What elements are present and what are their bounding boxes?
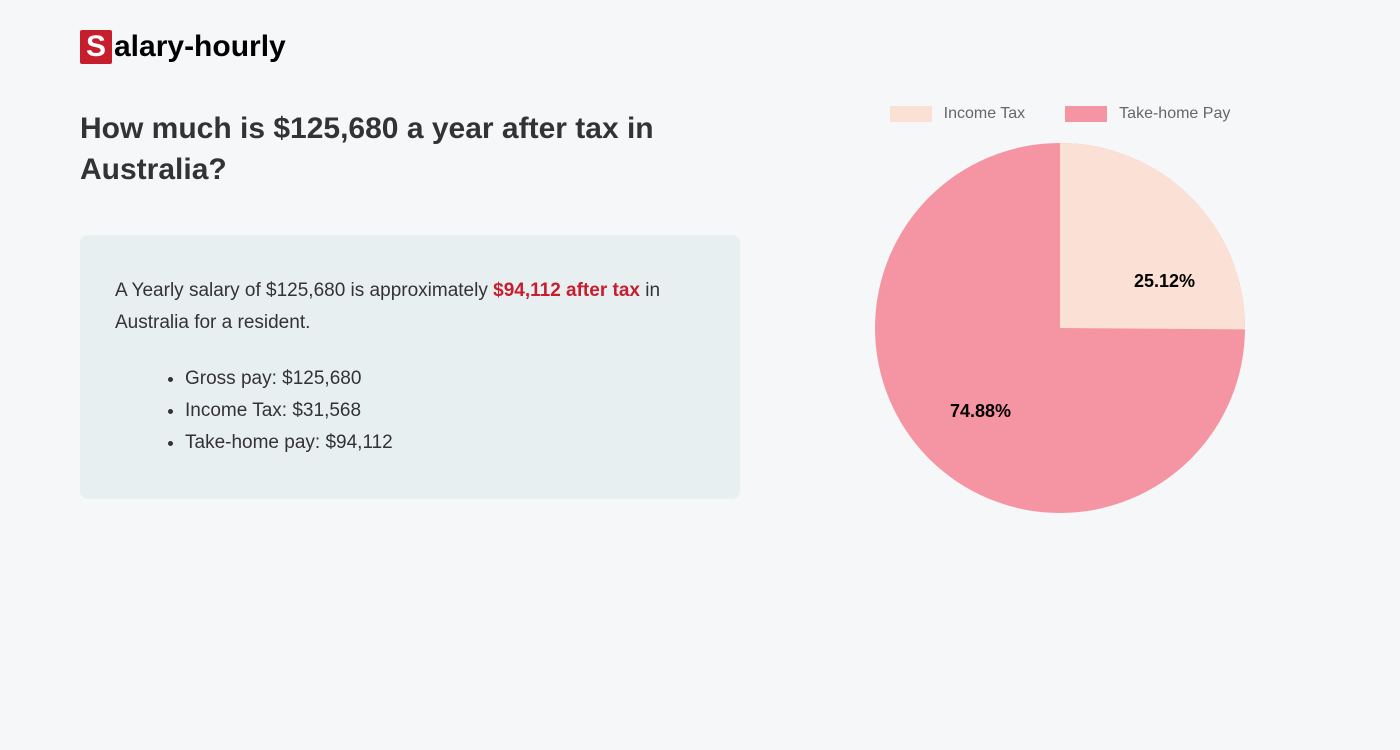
page-title: How much is $125,680 a year after tax in… — [80, 109, 680, 190]
logo-text: alary-hourly — [114, 30, 286, 64]
info-highlight: $94,112 after tax — [493, 280, 640, 301]
pie-chart: 25.12% 74.88% — [875, 143, 1245, 513]
legend-item-takehome: Take-home Pay — [1065, 105, 1230, 123]
legend-item-income-tax: Income Tax — [890, 105, 1026, 123]
left-panel: Salary-hourly How much is $125,680 a yea… — [80, 30, 800, 720]
info-list: Gross pay: $125,680 Income Tax: $31,568 … — [115, 368, 705, 454]
pie-label-income-tax: 25.12% — [1134, 271, 1195, 292]
right-panel: Income Tax Take-home Pay 25.12% 74.88% — [800, 30, 1320, 720]
legend-swatch — [890, 106, 932, 122]
pie-slice-income-tax — [1060, 143, 1245, 329]
chart-legend: Income Tax Take-home Pay — [890, 105, 1231, 123]
main-container: Salary-hourly How much is $125,680 a yea… — [0, 0, 1400, 750]
legend-swatch — [1065, 106, 1107, 122]
info-box: A Yearly salary of $125,680 is approxima… — [80, 235, 740, 499]
legend-label: Take-home Pay — [1119, 105, 1230, 123]
pie-svg — [875, 143, 1245, 513]
logo: Salary-hourly — [80, 30, 760, 64]
list-item: Income Tax: $31,568 — [185, 400, 705, 422]
logo-accent-letter: S — [80, 30, 112, 64]
legend-label: Income Tax — [944, 105, 1026, 123]
info-text: A Yearly salary of $125,680 is approxima… — [115, 275, 705, 340]
list-item: Gross pay: $125,680 — [185, 368, 705, 390]
pie-label-takehome: 74.88% — [950, 401, 1011, 422]
info-text-prefix: A Yearly salary of $125,680 is approxima… — [115, 280, 493, 301]
list-item: Take-home pay: $94,112 — [185, 432, 705, 454]
